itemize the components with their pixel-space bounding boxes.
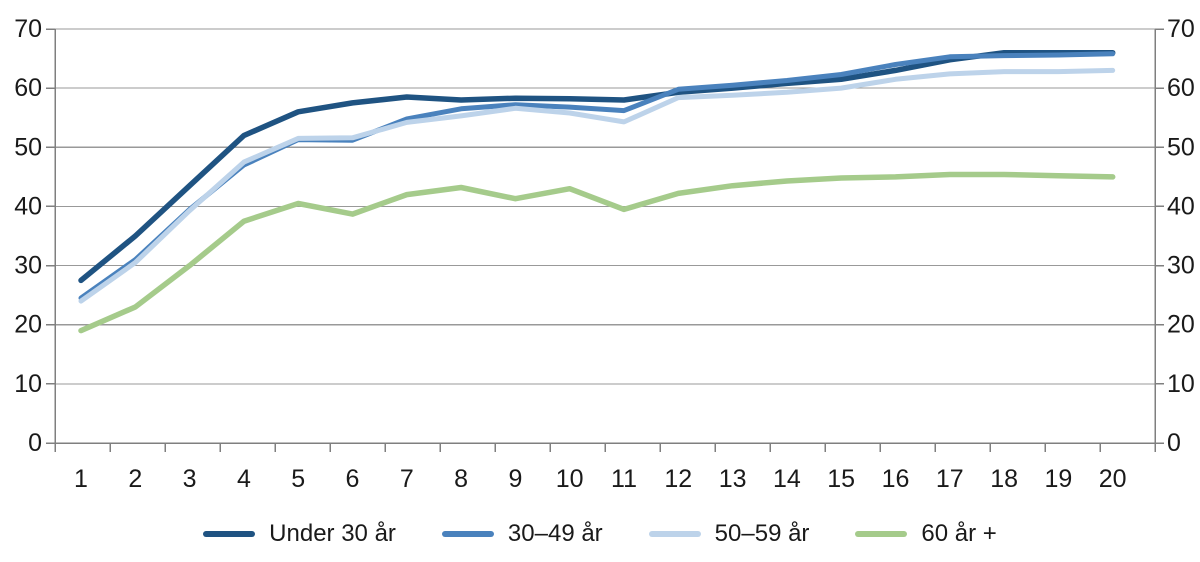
x-tick-label: 9 [508,465,522,493]
x-tick-label: 12 [664,465,692,493]
y-tick-label: 70 [1167,15,1195,43]
y-tick-label: 20 [1167,311,1195,339]
y-tick-label: 60 [14,74,42,102]
x-tick-label: 13 [719,465,747,493]
legend-swatch-under-30 [203,531,256,537]
x-tick-label: 2 [128,465,142,493]
legend-item-50-59: 50–59 år [648,520,810,547]
x-tick-label: 17 [936,465,964,493]
series-line-0 [78,49,1116,284]
legend-label-30-49: 30–49 år [507,520,603,547]
x-tick-label: 10 [556,465,584,493]
gridlines [55,28,1155,444]
y-tick-label: 60 [1167,74,1195,102]
x-tick-label: 7 [400,465,414,493]
x-tick-label: 5 [291,465,305,493]
y-tick-label: 40 [1167,192,1195,220]
legend-item-60-plus: 60 år + [855,520,997,547]
series-line-3 [78,171,1116,334]
x-tick-label: 18 [990,465,1018,493]
y-tick-label: 0 [1167,429,1181,457]
y-tick-label: 30 [1167,252,1195,280]
x-tick-label: 15 [827,465,855,493]
legend-item-30-49: 30–49 år [441,520,603,547]
x-tick-label: 14 [773,465,801,493]
legend-swatch-50-59 [648,531,701,537]
x-tick-label: 1 [74,465,88,493]
legend-swatch-60-plus [855,531,908,537]
x-tick-label: 4 [237,465,251,493]
y-axis-labels-left: 0 10 20 30 40 50 60 70 [14,15,42,457]
legend-label-under-30: Under 30 år [269,520,396,547]
x-tick-label: 11 [611,465,637,493]
legend-label-60-plus: 60 år + [921,520,997,547]
y-tick-label: 0 [28,429,42,457]
y-tick-label: 40 [14,192,42,220]
axes [54,29,1156,444]
x-axis-labels: 1 2 3 4 5 6 7 8 9 10 11 12 13 14 15 16 17 18 19 20 [74,465,1127,493]
y-tick-label: 70 [14,15,42,43]
x-tick-label: 6 [346,465,360,493]
y-tick-label: 30 [14,252,42,280]
legend-label-50-59: 50–59 år [714,520,810,547]
legend-item-under-30: Under 30 år [203,522,396,546]
tick-marks [46,28,1164,452]
x-tick-label: 8 [454,465,468,493]
x-tick-label: 20 [1099,465,1127,493]
y-tick-label: 20 [14,311,42,339]
x-tick-label: 19 [1044,465,1072,493]
x-tick-label: 16 [882,465,910,493]
y-tick-label: 10 [14,370,42,398]
legend-swatch-30-49 [441,531,494,537]
legend: Under 30 år 30–49 år 50–59 år 60 år + [0,512,1200,556]
series-line-2 [78,67,1116,304]
x-tick-label: 3 [183,465,197,493]
y-axis-labels-right: 0 10 20 30 40 50 60 70 [1167,15,1195,457]
y-tick-label: 10 [1167,370,1195,398]
series-lines [78,49,1116,334]
y-tick-label: 50 [14,133,42,161]
y-tick-label: 50 [1167,133,1195,161]
